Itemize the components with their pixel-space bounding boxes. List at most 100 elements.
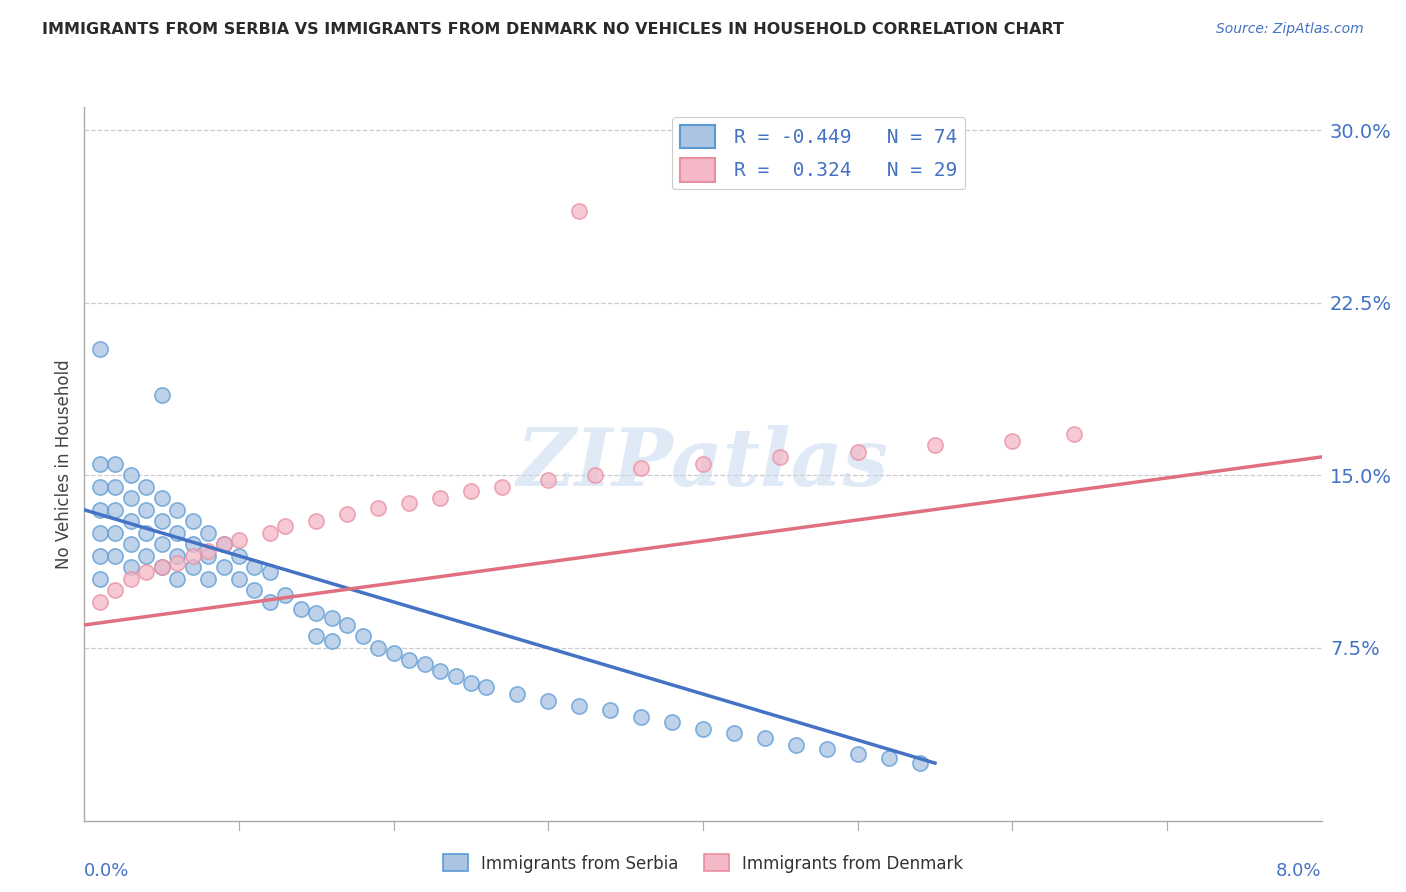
Point <box>305 607 328 621</box>
Point <box>367 640 389 655</box>
Point <box>197 549 219 563</box>
Point <box>274 519 297 533</box>
Point <box>89 342 111 356</box>
Point <box>630 461 652 475</box>
Point <box>444 668 467 682</box>
Point <box>924 438 946 452</box>
Point <box>352 630 374 644</box>
Point <box>150 515 173 529</box>
Point <box>815 742 838 756</box>
Point <box>661 714 683 729</box>
Point <box>259 525 281 540</box>
Text: Source: ZipAtlas.com: Source: ZipAtlas.com <box>1216 22 1364 37</box>
Point <box>1001 434 1024 448</box>
Point <box>429 664 451 678</box>
Point <box>120 537 142 551</box>
Y-axis label: No Vehicles in Household: No Vehicles in Household <box>55 359 73 569</box>
Point <box>120 491 142 506</box>
Point <box>908 756 931 770</box>
Point <box>135 525 157 540</box>
Text: 8.0%: 8.0% <box>1277 862 1322 880</box>
Point <box>89 525 111 540</box>
Point <box>228 549 250 563</box>
Point <box>475 680 498 694</box>
Point <box>166 572 188 586</box>
Point <box>135 565 157 579</box>
Point <box>150 491 173 506</box>
Point <box>89 480 111 494</box>
Point <box>104 480 127 494</box>
Point <box>692 722 714 736</box>
Point <box>120 572 142 586</box>
Point <box>104 457 127 471</box>
Point <box>259 565 281 579</box>
Point <box>846 747 869 761</box>
Point <box>166 549 188 563</box>
Point <box>460 484 482 499</box>
Point <box>754 731 776 745</box>
Point <box>89 595 111 609</box>
Point <box>630 710 652 724</box>
Legend: R = -0.449   N = 74, R =  0.324   N = 29: R = -0.449 N = 74, R = 0.324 N = 29 <box>672 117 966 189</box>
Point <box>1063 426 1085 441</box>
Point <box>413 657 436 672</box>
Point <box>537 694 560 708</box>
Point <box>259 595 281 609</box>
Point <box>290 602 312 616</box>
Point <box>120 468 142 483</box>
Point <box>599 703 621 717</box>
Point <box>104 549 127 563</box>
Point <box>723 726 745 740</box>
Point <box>692 457 714 471</box>
Point <box>583 468 606 483</box>
Point <box>181 515 204 529</box>
Text: 0.0%: 0.0% <box>84 862 129 880</box>
Point <box>769 450 792 464</box>
Point <box>506 687 529 701</box>
Point <box>846 445 869 459</box>
Point <box>181 549 204 563</box>
Point <box>212 537 235 551</box>
Point <box>166 503 188 517</box>
Point <box>336 618 359 632</box>
Point <box>877 751 900 765</box>
Point <box>166 556 188 570</box>
Point <box>150 388 173 402</box>
Point <box>135 480 157 494</box>
Point <box>321 611 343 625</box>
Text: IMMIGRANTS FROM SERBIA VS IMMIGRANTS FROM DENMARK NO VEHICLES IN HOUSEHOLD CORRE: IMMIGRANTS FROM SERBIA VS IMMIGRANTS FRO… <box>42 22 1064 37</box>
Point <box>537 473 560 487</box>
Point <box>89 457 111 471</box>
Point <box>104 503 127 517</box>
Point <box>181 537 204 551</box>
Point <box>382 646 405 660</box>
Point <box>150 537 173 551</box>
Point <box>568 203 591 218</box>
Point <box>429 491 451 506</box>
Point <box>197 525 219 540</box>
Point <box>228 572 250 586</box>
Point <box>212 537 235 551</box>
Point <box>135 549 157 563</box>
Point <box>120 515 142 529</box>
Point <box>785 738 807 752</box>
Point <box>243 583 266 598</box>
Point <box>212 560 235 574</box>
Point <box>367 500 389 515</box>
Point <box>336 508 359 522</box>
Point <box>305 630 328 644</box>
Point <box>166 525 188 540</box>
Point <box>89 549 111 563</box>
Point <box>398 496 420 510</box>
Text: ZIPatlas: ZIPatlas <box>517 425 889 502</box>
Point <box>197 544 219 558</box>
Point <box>460 675 482 690</box>
Point <box>150 560 173 574</box>
Point <box>398 652 420 666</box>
Point <box>135 503 157 517</box>
Point <box>305 515 328 529</box>
Point <box>568 698 591 713</box>
Point <box>321 634 343 648</box>
Point <box>181 560 204 574</box>
Point <box>89 572 111 586</box>
